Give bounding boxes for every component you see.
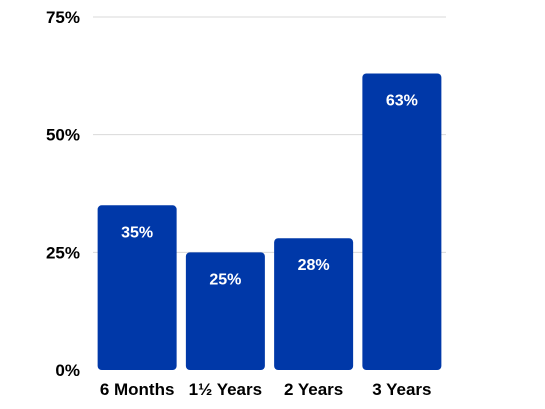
x-category-label: 3 Years	[372, 380, 431, 399]
x-category-label: 2 Years	[284, 380, 343, 399]
bar-value-label: 35%	[121, 224, 153, 241]
x-category-label: 1½ Years	[189, 380, 262, 399]
bar	[362, 73, 442, 370]
y-tick-label: 25%	[46, 243, 80, 262]
bar-value-label: 63%	[386, 92, 418, 109]
y-tick-label: 50%	[46, 126, 80, 145]
y-tick-label: 0%	[55, 361, 80, 380]
bar	[185, 252, 265, 370]
x-category-label: 6 Months	[100, 380, 175, 399]
bar-value-label: 28%	[298, 257, 330, 274]
bar-value-label: 25%	[209, 271, 241, 288]
bar	[97, 205, 177, 370]
bar	[274, 238, 354, 370]
y-tick-label: 75%	[46, 8, 80, 27]
